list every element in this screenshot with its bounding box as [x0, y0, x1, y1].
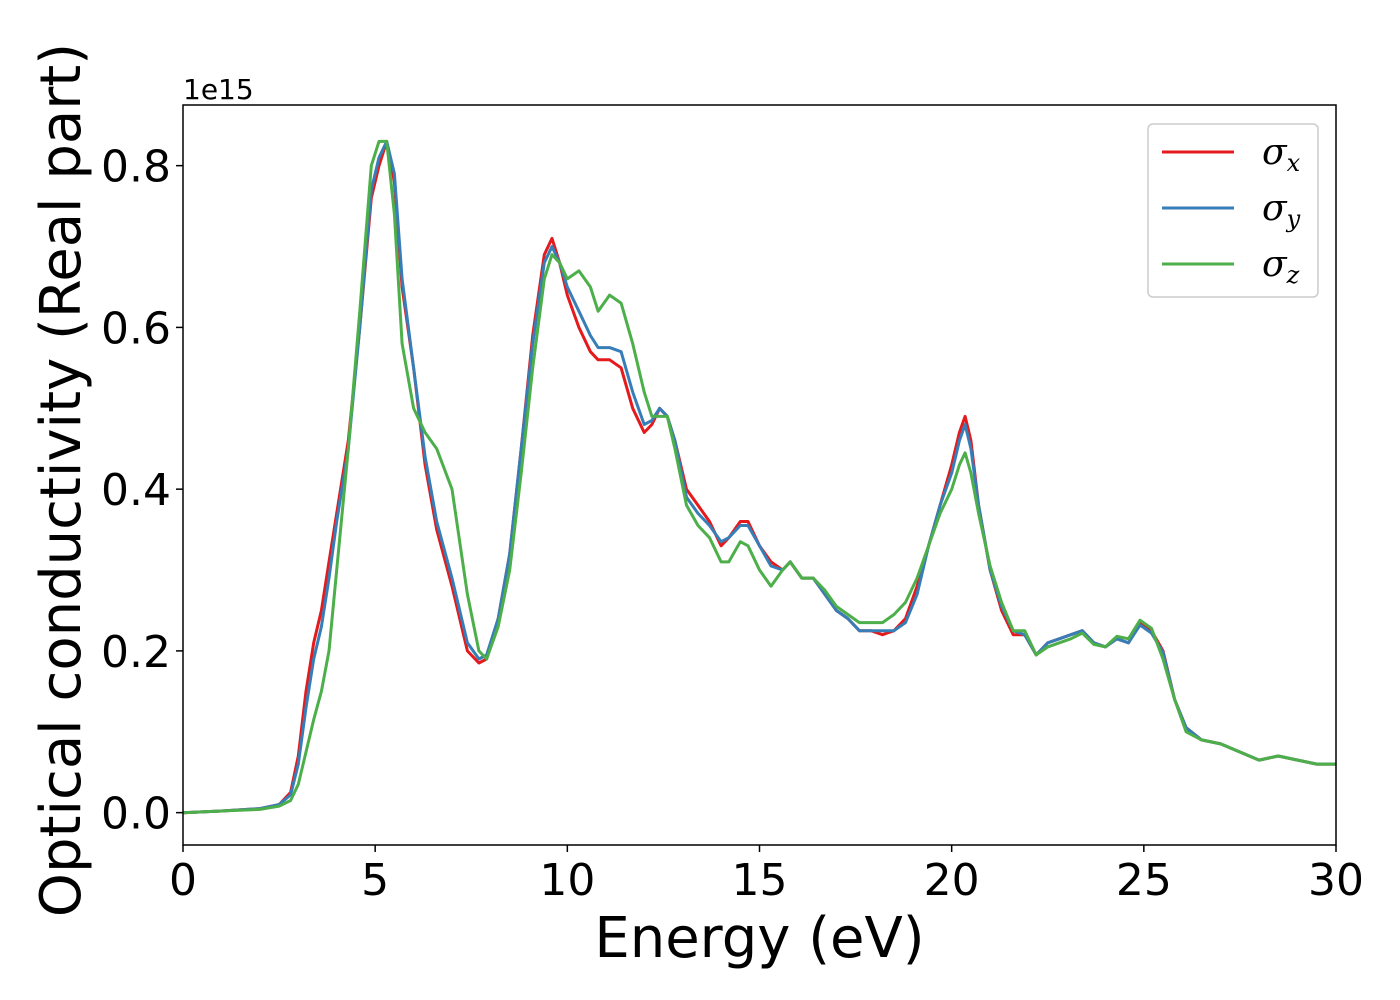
x-axis: 0 5 10 15 20 25 30: [169, 845, 1364, 906]
y-tick-label: 0.8: [101, 142, 171, 193]
y-tick-label: 0.2: [101, 627, 171, 678]
x-tick-label: 15: [732, 855, 788, 906]
y-axis: 0.0 0.2 0.4 0.6 0.8: [101, 142, 183, 840]
series-line-z: [183, 139, 1336, 815]
y-tick-label: 0.6: [101, 303, 171, 354]
x-tick-label: 25: [1116, 855, 1172, 906]
y-tick-label: 0.4: [101, 465, 171, 516]
legend-box: [1147, 123, 1319, 298]
legend-label-y: σy: [1262, 188, 1301, 233]
x-tick-label: 20: [924, 855, 980, 906]
x-axis-title: Energy (eV): [594, 906, 924, 971]
x-tick-label: 30: [1308, 855, 1364, 906]
x-tick-label: 0: [169, 855, 197, 906]
x-tick-label: 5: [361, 855, 389, 906]
y-offset-label: 1e15: [183, 73, 254, 106]
x-tick-label: 10: [539, 855, 595, 906]
y-axis-title: Optical conductivity (Real part): [29, 43, 94, 917]
legend-label-x: σx: [1262, 132, 1301, 177]
series-layer: [183, 139, 1336, 815]
y-tick-label: 0.0: [101, 789, 171, 840]
